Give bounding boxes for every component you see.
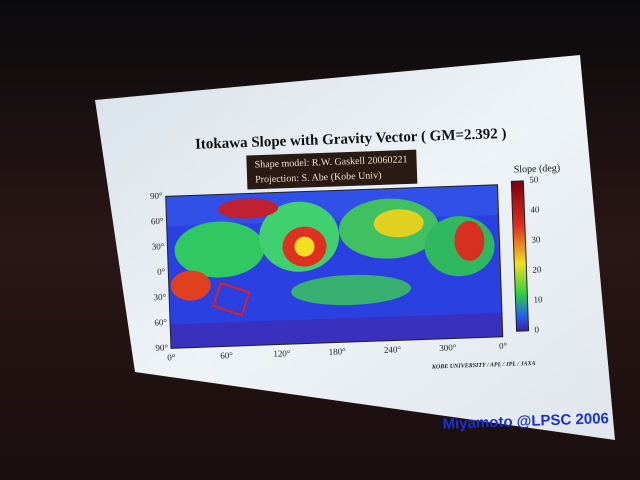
slide-content: Itokawa Slope with Gravity Vector ( GM=2…: [150, 126, 609, 433]
footer: Miyamoto @LPSC 2006: [442, 410, 609, 433]
map-y-label: 90°: [150, 191, 163, 201]
map-y-label: 60°: [151, 216, 164, 226]
colorbar: [510, 180, 530, 332]
credit: KOBE UNIVERSITY / APL / JPL / JAXA: [431, 361, 536, 371]
colorbar-title: Slope (deg): [514, 163, 561, 176]
map-y-label: 60°: [154, 317, 167, 327]
map-frame: [165, 184, 504, 349]
colorbar-label: 10: [533, 294, 543, 304]
map-x-label: 300°: [439, 342, 457, 353]
map-x-label: 120°: [273, 348, 291, 359]
map-y-label: 0°: [157, 267, 166, 277]
colorbar-label: 40: [530, 204, 540, 214]
map-x-label: 240°: [384, 344, 402, 355]
map-x-label: 180°: [328, 346, 346, 357]
info-box: [246, 149, 418, 190]
colorbar-label: 20: [532, 264, 542, 274]
map-x-label: 0°: [499, 341, 508, 351]
info-line: Shape model: R.W. Gaskell 20060221: [254, 154, 407, 170]
colorbar-label: 50: [529, 174, 539, 184]
colorbar-label: 30: [531, 234, 541, 244]
map-y-label: 30°: [152, 241, 165, 251]
colorbar-label: 0: [534, 324, 539, 334]
map-y-label: 90°: [155, 342, 168, 352]
slope-map: [165, 184, 503, 349]
map-x-label: 0°: [167, 352, 176, 362]
info-line: Projection: S. Abe (Kobe Univ): [255, 170, 382, 185]
highlight-box: [212, 281, 251, 317]
map-y-label: 30°: [153, 292, 166, 302]
map-x-label: 60°: [220, 350, 233, 360]
